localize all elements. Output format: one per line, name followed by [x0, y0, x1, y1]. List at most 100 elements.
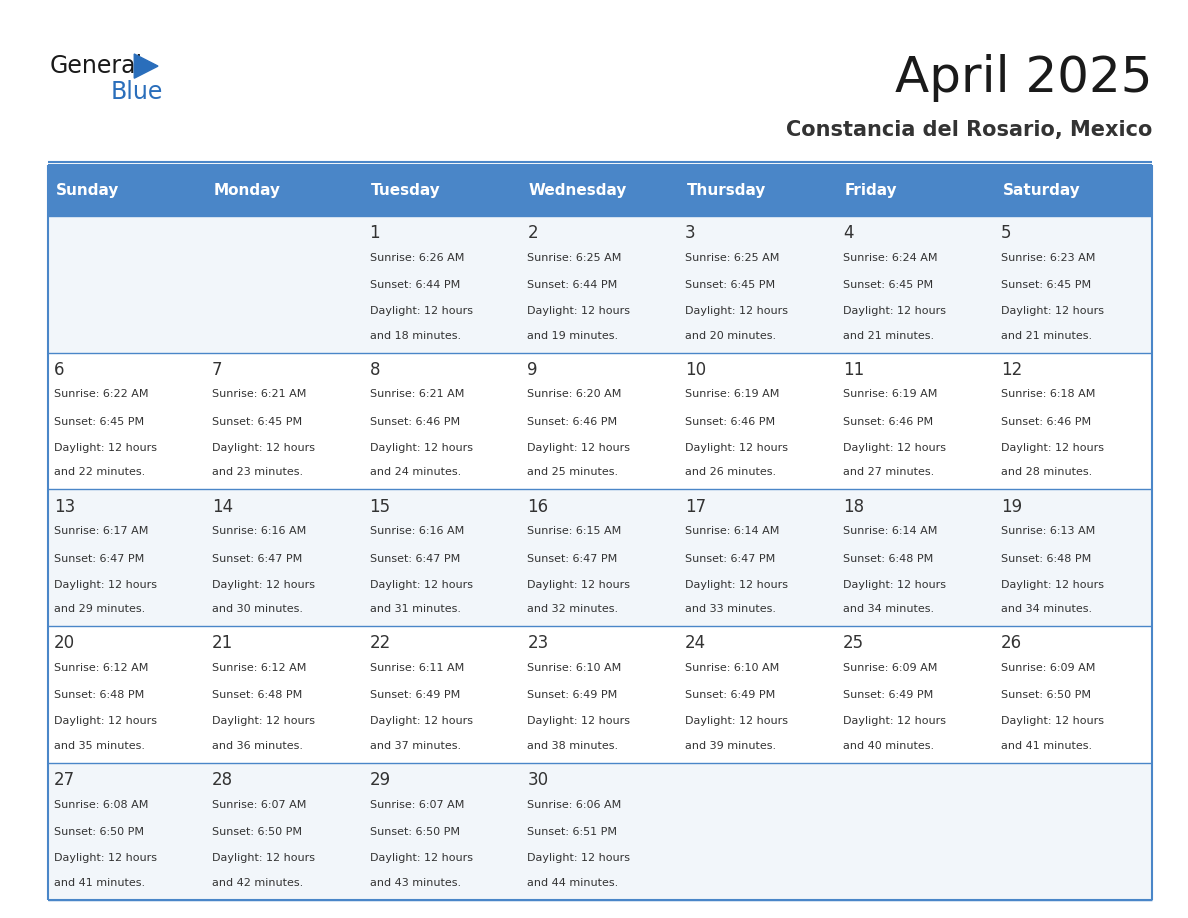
Text: Daylight: 12 hours: Daylight: 12 hours — [53, 579, 157, 589]
Bar — [522, 353, 678, 489]
Text: Sunset: 6:47 PM: Sunset: 6:47 PM — [211, 554, 302, 564]
Text: Wednesday: Wednesday — [529, 183, 627, 198]
Text: 27: 27 — [53, 771, 75, 789]
Text: 14: 14 — [211, 498, 233, 516]
Bar — [994, 626, 1152, 763]
Text: Daylight: 12 hours: Daylight: 12 hours — [843, 306, 946, 316]
Text: Daylight: 12 hours: Daylight: 12 hours — [527, 306, 631, 316]
Text: Sunrise: 6:21 AM: Sunrise: 6:21 AM — [369, 389, 463, 399]
Bar — [678, 626, 836, 763]
Text: Daylight: 12 hours: Daylight: 12 hours — [843, 579, 946, 589]
Text: Sunday: Sunday — [56, 183, 119, 198]
Text: Blue: Blue — [110, 80, 163, 104]
Text: 5: 5 — [1000, 224, 1011, 242]
Bar — [522, 489, 678, 626]
Text: and 42 minutes.: and 42 minutes. — [211, 878, 303, 888]
Text: Sunrise: 6:10 AM: Sunrise: 6:10 AM — [685, 663, 779, 673]
Text: 23: 23 — [527, 634, 549, 653]
Text: 12: 12 — [1000, 361, 1022, 379]
Text: Daylight: 12 hours: Daylight: 12 hours — [211, 716, 315, 726]
Text: and 39 minutes.: and 39 minutes. — [685, 741, 776, 751]
Bar — [994, 763, 1152, 900]
Text: Sunrise: 6:14 AM: Sunrise: 6:14 AM — [685, 526, 779, 536]
Text: and 27 minutes.: and 27 minutes. — [843, 467, 934, 477]
Text: Sunset: 6:46 PM: Sunset: 6:46 PM — [369, 417, 460, 427]
Bar — [836, 216, 994, 353]
Text: Sunrise: 6:12 AM: Sunrise: 6:12 AM — [53, 663, 148, 673]
Text: 16: 16 — [527, 498, 549, 516]
Text: April 2025: April 2025 — [895, 54, 1152, 102]
Text: Sunset: 6:48 PM: Sunset: 6:48 PM — [53, 690, 144, 700]
Text: Sunset: 6:48 PM: Sunset: 6:48 PM — [211, 690, 302, 700]
Bar — [836, 489, 994, 626]
Bar — [48, 353, 206, 489]
Text: Daylight: 12 hours: Daylight: 12 hours — [527, 579, 631, 589]
Bar — [836, 626, 994, 763]
Text: and 35 minutes.: and 35 minutes. — [53, 741, 145, 751]
Text: Sunset: 6:46 PM: Sunset: 6:46 PM — [843, 417, 933, 427]
Text: Sunrise: 6:22 AM: Sunrise: 6:22 AM — [53, 389, 148, 399]
Text: Daylight: 12 hours: Daylight: 12 hours — [685, 579, 788, 589]
Text: 28: 28 — [211, 771, 233, 789]
Text: and 41 minutes.: and 41 minutes. — [53, 878, 145, 888]
Text: Daylight: 12 hours: Daylight: 12 hours — [843, 442, 946, 453]
Bar — [364, 216, 522, 353]
Text: Daylight: 12 hours: Daylight: 12 hours — [53, 716, 157, 726]
Text: Daylight: 12 hours: Daylight: 12 hours — [53, 853, 157, 863]
Text: and 38 minutes.: and 38 minutes. — [527, 741, 619, 751]
Text: Sunrise: 6:25 AM: Sunrise: 6:25 AM — [685, 252, 779, 263]
Text: 13: 13 — [53, 498, 75, 516]
Text: 3: 3 — [685, 224, 696, 242]
Text: Monday: Monday — [213, 183, 280, 198]
Text: Daylight: 12 hours: Daylight: 12 hours — [1000, 442, 1104, 453]
Polygon shape — [134, 54, 158, 78]
Text: Sunset: 6:51 PM: Sunset: 6:51 PM — [527, 827, 618, 837]
Bar — [206, 763, 364, 900]
Text: Daylight: 12 hours: Daylight: 12 hours — [369, 442, 473, 453]
Text: and 34 minutes.: and 34 minutes. — [1000, 604, 1092, 614]
Text: Sunrise: 6:19 AM: Sunrise: 6:19 AM — [843, 389, 937, 399]
Text: Daylight: 12 hours: Daylight: 12 hours — [1000, 579, 1104, 589]
Text: 18: 18 — [843, 498, 864, 516]
Bar — [206, 489, 364, 626]
Text: Sunrise: 6:07 AM: Sunrise: 6:07 AM — [369, 800, 463, 810]
Text: and 22 minutes.: and 22 minutes. — [53, 467, 145, 477]
Text: Sunrise: 6:23 AM: Sunrise: 6:23 AM — [1000, 252, 1095, 263]
Text: Sunrise: 6:08 AM: Sunrise: 6:08 AM — [53, 800, 148, 810]
Text: Daylight: 12 hours: Daylight: 12 hours — [211, 442, 315, 453]
Text: Saturday: Saturday — [1003, 183, 1080, 198]
Text: Tuesday: Tuesday — [371, 183, 441, 198]
Text: and 40 minutes.: and 40 minutes. — [843, 741, 934, 751]
Text: and 29 minutes.: and 29 minutes. — [53, 604, 145, 614]
Bar — [836, 165, 994, 216]
Text: Sunset: 6:45 PM: Sunset: 6:45 PM — [53, 417, 144, 427]
Text: Sunset: 6:47 PM: Sunset: 6:47 PM — [369, 554, 460, 564]
Text: Sunrise: 6:17 AM: Sunrise: 6:17 AM — [53, 526, 148, 536]
Text: Sunrise: 6:16 AM: Sunrise: 6:16 AM — [211, 526, 307, 536]
Bar — [522, 216, 678, 353]
Text: 11: 11 — [843, 361, 864, 379]
Text: Sunrise: 6:10 AM: Sunrise: 6:10 AM — [527, 663, 621, 673]
Bar — [48, 489, 206, 626]
Text: Daylight: 12 hours: Daylight: 12 hours — [527, 853, 631, 863]
Bar — [364, 489, 522, 626]
Bar — [48, 763, 206, 900]
Text: and 30 minutes.: and 30 minutes. — [211, 604, 303, 614]
Bar — [994, 165, 1152, 216]
Text: Daylight: 12 hours: Daylight: 12 hours — [369, 853, 473, 863]
Text: and 20 minutes.: and 20 minutes. — [685, 330, 776, 341]
Text: Sunset: 6:49 PM: Sunset: 6:49 PM — [685, 690, 776, 700]
Text: Friday: Friday — [845, 183, 897, 198]
Text: 21: 21 — [211, 634, 233, 653]
Text: Sunset: 6:46 PM: Sunset: 6:46 PM — [685, 417, 776, 427]
Text: Sunrise: 6:09 AM: Sunrise: 6:09 AM — [1000, 663, 1095, 673]
Bar — [678, 216, 836, 353]
Text: 20: 20 — [53, 634, 75, 653]
Text: 26: 26 — [1000, 634, 1022, 653]
Text: and 36 minutes.: and 36 minutes. — [211, 741, 303, 751]
Text: Sunset: 6:45 PM: Sunset: 6:45 PM — [1000, 280, 1091, 290]
Text: and 18 minutes.: and 18 minutes. — [369, 330, 461, 341]
Text: Sunset: 6:48 PM: Sunset: 6:48 PM — [1000, 554, 1091, 564]
Text: Sunset: 6:49 PM: Sunset: 6:49 PM — [527, 690, 618, 700]
Text: Sunrise: 6:14 AM: Sunrise: 6:14 AM — [843, 526, 937, 536]
